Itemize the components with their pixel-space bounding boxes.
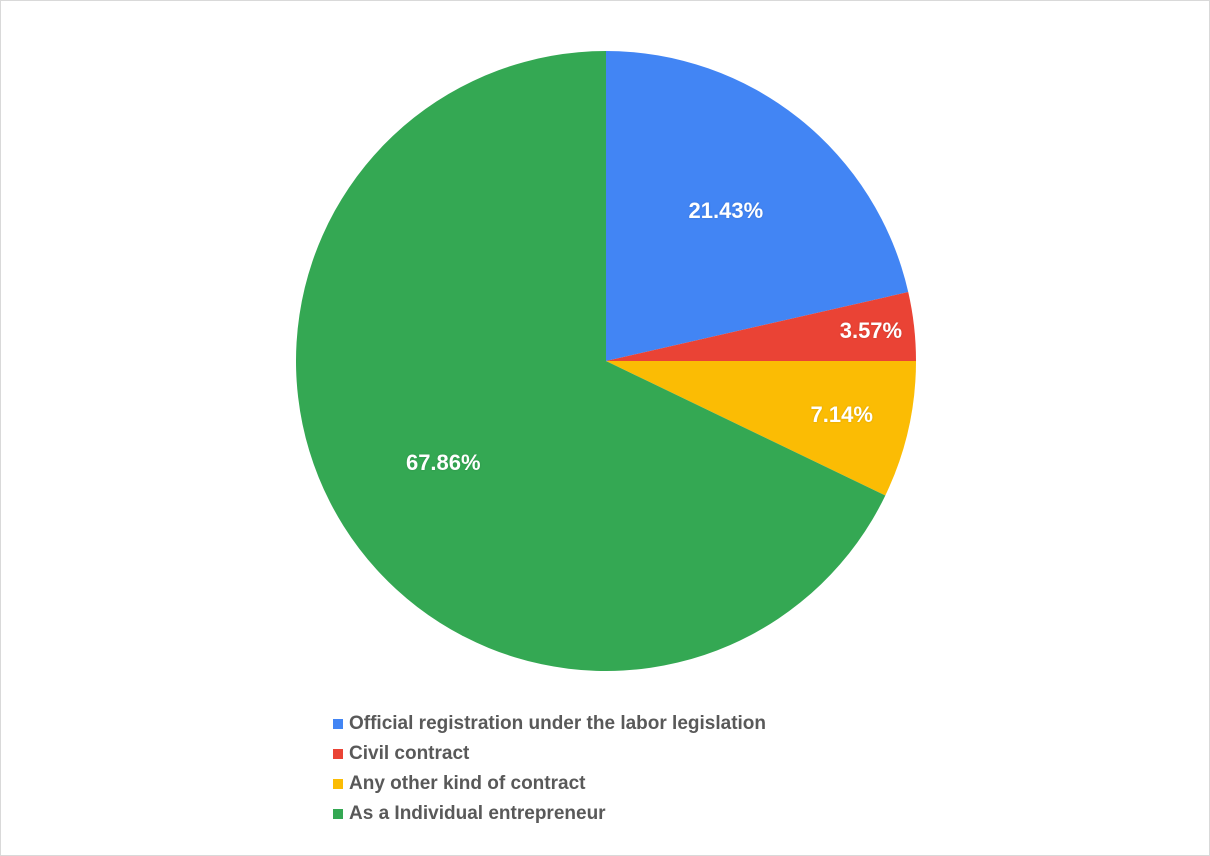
legend-label: Any other kind of contract	[349, 773, 585, 795]
legend-item: Any other kind of contract	[333, 773, 766, 795]
legend-item: Official registration under the labor le…	[333, 713, 766, 735]
pie-data-label: 21.43%	[689, 198, 764, 224]
legend-item: Civil contract	[333, 743, 766, 765]
legend-label: Civil contract	[349, 743, 469, 765]
legend-swatch	[333, 779, 343, 789]
pie-data-label: 67.86%	[406, 450, 481, 476]
legend-swatch	[333, 719, 343, 729]
legend-list: Official registration under the labor le…	[333, 713, 766, 825]
legend-item: As a Individual entrepreneur	[333, 803, 766, 825]
pie-data-label: 3.57%	[840, 318, 902, 344]
legend: Official registration under the labor le…	[1, 713, 1210, 825]
chart-frame: 21.43% 3.57% 7.14% 67.86% Official registra…	[0, 0, 1210, 856]
legend-label: Official registration under the labor le…	[349, 713, 766, 735]
pie-data-label: 7.14%	[811, 402, 873, 428]
pie-chart	[296, 51, 916, 671]
legend-swatch	[333, 749, 343, 759]
legend-swatch	[333, 809, 343, 819]
pie-area: 21.43% 3.57% 7.14% 67.86%	[1, 1, 1210, 721]
legend-label: As a Individual entrepreneur	[349, 803, 606, 825]
